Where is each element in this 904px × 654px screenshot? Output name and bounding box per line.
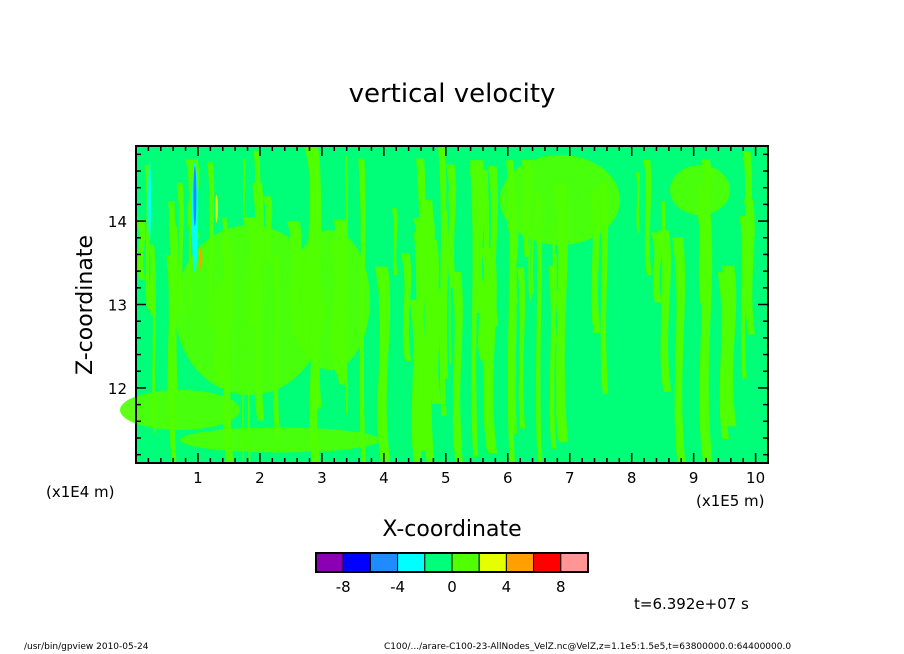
field-plume (717, 272, 729, 440)
field-plume (552, 254, 558, 343)
field-plume (672, 237, 686, 463)
field-plume (635, 172, 640, 233)
x-unit-right: (x1E5 m) (696, 492, 765, 510)
x-tick-label: 6 (503, 469, 513, 487)
field-updraft-blue (193, 166, 197, 227)
colorbar-tick-label: 4 (502, 578, 512, 596)
field-plume (428, 223, 434, 345)
field-plume (697, 185, 705, 304)
colorbar-cell (505, 552, 535, 573)
field-plume (148, 244, 156, 316)
x-unit-left: (x1E4 m) (46, 483, 115, 501)
footer-left: /usr/bin/gpview 2010-05-24 (24, 642, 149, 652)
footer-right: C100/.../arare-C100-23-AllNodes_VelZ.nc@… (384, 642, 792, 652)
field-warm-feature (199, 246, 203, 271)
colorbar-cell (478, 552, 507, 573)
colorbar-cell (315, 552, 344, 573)
field-plume (171, 225, 178, 391)
field-warm-feature (215, 194, 218, 223)
colorbar-cell (560, 552, 589, 573)
field-plume (517, 267, 526, 429)
field-plume (442, 210, 449, 379)
x-tick-label: 9 (689, 469, 699, 487)
field-plume (696, 207, 713, 463)
x-tick-label: 1 (193, 469, 203, 487)
x-axis-label: X-coordinate (382, 517, 521, 542)
colorbar-cell (342, 552, 371, 573)
field-plume (469, 160, 486, 313)
x-tick-label: 8 (627, 469, 637, 487)
field-patch (120, 390, 240, 430)
field-patch (180, 427, 380, 453)
field-plume (400, 253, 412, 362)
time-label: t=6.392e+07 s (634, 595, 749, 613)
field-plume (242, 159, 246, 225)
colorbar-cell (369, 552, 399, 573)
field-patch (500, 155, 620, 245)
colorbar-cell (424, 552, 453, 573)
colorbar-tick-label: 0 (447, 578, 457, 596)
x-axis: 1 2 3 4 5 6 7 8 9 10 (147, 146, 769, 487)
y-axis-label: Z-coordinate (73, 235, 98, 375)
colorbar-cell (451, 552, 480, 573)
field-plume (554, 291, 564, 441)
field-plume (598, 182, 609, 394)
colorbar: -8 -4 0 4 8 (315, 552, 589, 596)
colorbar-cell (397, 552, 426, 573)
colorbar-tick-label: -4 (390, 578, 405, 596)
colorbar-tick-label: 8 (556, 578, 566, 596)
field-plume (487, 165, 499, 327)
y-tick-label: 13 (108, 297, 127, 315)
field-plume (658, 230, 672, 392)
field-plume (448, 190, 452, 365)
x-tick-label: 3 (317, 469, 327, 487)
y-tick-label: 12 (108, 380, 127, 398)
field-plume (453, 287, 463, 446)
colorbar-frame (315, 552, 589, 573)
field-plume (151, 259, 157, 434)
field-plume (512, 255, 517, 434)
y-axis: 12 13 14 (108, 153, 768, 456)
x-tick-label: 4 (379, 469, 389, 487)
y-tick-label: 14 (108, 213, 127, 231)
field-patch (175, 225, 325, 395)
field-plume (650, 232, 662, 303)
field-plume (743, 199, 755, 335)
field-updraft-left (148, 160, 152, 241)
colorbar-cell (533, 552, 562, 573)
x-tick-label: 10 (746, 469, 765, 487)
colorbar-tick-label: -8 (336, 578, 351, 596)
field-plume (409, 299, 422, 463)
field-plume (374, 266, 391, 463)
chart-title: vertical velocity (349, 79, 556, 109)
field-plume (425, 287, 443, 404)
field-patch (670, 165, 730, 215)
field-plume (534, 193, 543, 464)
x-tick-label: 5 (441, 469, 451, 487)
field-patch (290, 230, 370, 370)
velocity-field (120, 146, 768, 464)
x-tick-label: 7 (565, 469, 575, 487)
field-plume (136, 219, 146, 281)
field-plume (391, 208, 398, 276)
field-plume (643, 159, 652, 276)
x-tick-label: 2 (255, 469, 265, 487)
